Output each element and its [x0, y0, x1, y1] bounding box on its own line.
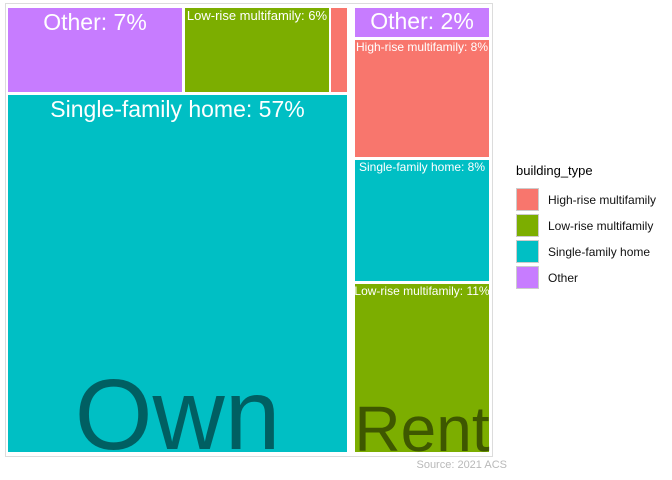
- tile-own-single-family-home: Single-family home: 57%: [8, 95, 347, 452]
- tile-own-other: Other: 7%: [8, 8, 182, 92]
- legend: building_type High-rise multifamily Low-…: [516, 163, 672, 292]
- tile-label: Single-family home: 8%: [358, 160, 486, 174]
- legend-swatch-single-family: [516, 240, 539, 263]
- legend-title: building_type: [516, 163, 593, 178]
- tile-label: Low-rise multifamily: 6%: [186, 8, 328, 23]
- legend-label: High-rise multifamily: [548, 192, 657, 207]
- legend-label: Other: [548, 270, 579, 285]
- tile-rent-low-rise-multifamily: Low-rise multifamily: 11%: [355, 284, 489, 452]
- legend-item-single-family-home: Single-family home: [516, 240, 672, 263]
- tile-label: Other: 7%: [43, 9, 147, 35]
- subgroup-label-own: Own: [74, 359, 281, 471]
- tile-label: High-rise multifamily: 8%: [355, 40, 489, 54]
- legend-item-low-rise-multifamily: Low-rise multifamily: [516, 214, 672, 237]
- tile-label: Single-family home: 57%: [50, 96, 305, 122]
- legend-item-other: Other: [516, 266, 672, 289]
- tile-label: Low-rise multifamily: 11%: [355, 284, 489, 298]
- tile-label: Other: 2%: [370, 8, 474, 34]
- tile-rent-single-family-home: Single-family home: 8%: [355, 160, 489, 281]
- tile-own-high-rise-multifamily: [331, 8, 347, 92]
- tile-own-low-rise-multifamily: Low-rise multifamily: 6%: [185, 8, 329, 92]
- subgroup-label-rent: Rent: [354, 392, 490, 465]
- legend-swatch-low-rise: [516, 214, 539, 237]
- legend-item-high-rise-multifamily: High-rise multifamily: [516, 188, 672, 211]
- legend-label: Low-rise multifamily: [548, 218, 654, 233]
- legend-swatch-high-rise: [516, 188, 539, 211]
- tile-rent-high-rise-multifamily: High-rise multifamily: 8%: [355, 40, 489, 157]
- legend-swatch-other: [516, 266, 539, 289]
- source-caption: Source: 2021 ACS: [416, 459, 507, 471]
- legend-label: Single-family home: [548, 244, 651, 259]
- tile-rent-other: Other: 2%: [355, 8, 489, 37]
